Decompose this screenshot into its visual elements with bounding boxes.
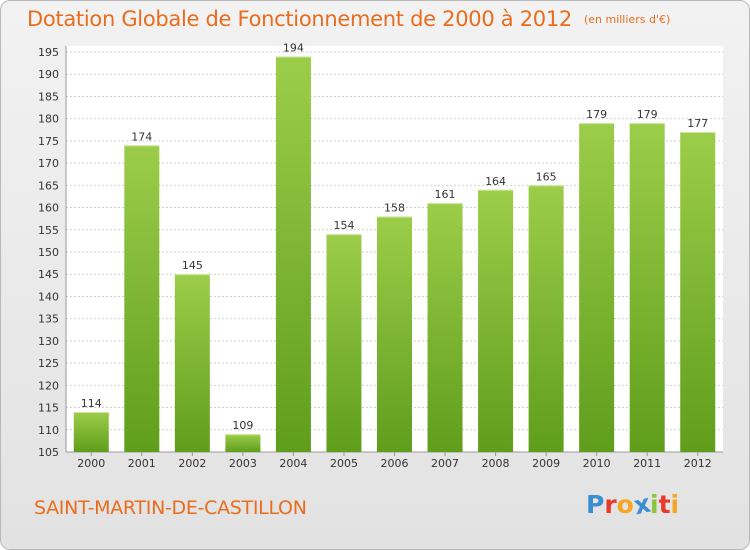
y-tick-label: 185: [38, 90, 59, 103]
data-label: 194: [283, 41, 304, 54]
bar: [174, 274, 210, 452]
chart-title: Dotation Globale de Fonctionnement de 20…: [27, 7, 572, 31]
data-label: 145: [182, 259, 203, 272]
logo-letter: t: [658, 490, 671, 519]
y-tick-label: 195: [38, 46, 59, 59]
y-tick-label: 130: [38, 335, 59, 348]
bar: [124, 145, 160, 453]
chart-subtitle: (en milliers d'€): [583, 13, 671, 26]
data-label: 154: [333, 219, 354, 232]
x-tick-label: 2000: [77, 457, 105, 470]
x-tick-label: 2010: [583, 457, 611, 470]
x-tick-label: 2005: [330, 457, 358, 470]
bar: [73, 412, 109, 452]
y-tick-label: 125: [38, 357, 59, 370]
y-tick-label: 150: [38, 246, 59, 259]
y-tick-label: 140: [38, 290, 59, 303]
y-tick-label: 135: [38, 313, 59, 326]
data-label: 179: [586, 108, 607, 121]
y-tick-label: 165: [38, 179, 59, 192]
x-tick-label: 2003: [229, 457, 257, 470]
logo-letter: i: [670, 490, 680, 519]
data-label: 164: [485, 175, 506, 188]
bar: [427, 203, 463, 452]
y-tick-label: 160: [38, 202, 59, 215]
y-tick-label: 105: [38, 446, 59, 459]
y-tick-label: 175: [38, 135, 59, 148]
y-tick-label: 155: [38, 224, 59, 237]
title-row: Dotation Globale de Fonctionnement de 20…: [27, 7, 670, 31]
bar: [225, 434, 261, 452]
data-label: 165: [536, 170, 557, 183]
y-tick-label: 170: [38, 157, 59, 170]
x-tick-label: 2012: [684, 457, 712, 470]
x-tick-label: 2002: [178, 457, 206, 470]
data-label: 179: [637, 108, 658, 121]
data-label: 174: [131, 130, 152, 143]
y-tick-label: 145: [38, 268, 59, 281]
data-label: 158: [384, 201, 405, 214]
bar: [275, 56, 311, 452]
x-tick-label: 2008: [482, 457, 510, 470]
x-tick-label: 2006: [381, 457, 409, 470]
data-label: 161: [435, 188, 456, 201]
data-label: 109: [232, 419, 253, 432]
bar: [629, 123, 665, 452]
x-tick-label: 2007: [431, 457, 459, 470]
y-tick-label: 180: [38, 113, 59, 126]
y-tick-label: 115: [38, 402, 59, 415]
bar: [326, 234, 362, 452]
logo-letter: o: [616, 490, 634, 519]
data-label: 177: [687, 117, 708, 130]
bar: [377, 216, 412, 452]
logo-letter: i: [650, 490, 659, 519]
y-tick-label: 120: [38, 379, 59, 392]
proxiti-logo: Proxiti: [586, 489, 680, 521]
bar: [579, 123, 615, 452]
bar: [478, 189, 514, 452]
logo-letter: r: [604, 490, 617, 519]
x-tick-label: 2011: [633, 457, 661, 470]
x-tick-label: 2009: [532, 457, 560, 470]
commune-name: SAINT-MARTIN-DE-CASTILLON: [34, 497, 307, 519]
logo-letter: P: [586, 490, 605, 519]
x-tick-label: 2004: [279, 457, 307, 470]
x-tick-label: 2001: [128, 457, 156, 470]
data-label: 114: [81, 397, 102, 410]
bar: [528, 185, 564, 453]
y-tick-label: 190: [38, 68, 59, 81]
bar: [680, 132, 716, 452]
y-tick-label: 110: [38, 424, 59, 437]
